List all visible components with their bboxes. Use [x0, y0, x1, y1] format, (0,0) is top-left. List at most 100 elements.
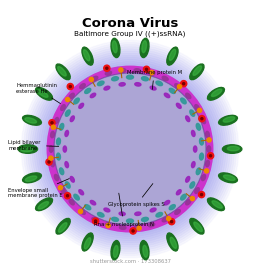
Circle shape — [130, 193, 132, 195]
Circle shape — [122, 192, 124, 194]
Circle shape — [174, 184, 176, 186]
Circle shape — [140, 98, 142, 100]
Circle shape — [174, 173, 176, 175]
Circle shape — [102, 121, 158, 177]
Circle shape — [159, 139, 161, 141]
Circle shape — [171, 221, 173, 223]
Circle shape — [110, 196, 112, 197]
Circle shape — [165, 103, 167, 105]
Circle shape — [104, 200, 106, 202]
Circle shape — [138, 171, 139, 173]
Circle shape — [93, 193, 95, 195]
Ellipse shape — [23, 115, 41, 125]
Circle shape — [110, 129, 150, 169]
Ellipse shape — [207, 198, 224, 211]
Circle shape — [179, 161, 180, 163]
Circle shape — [82, 127, 84, 129]
Circle shape — [79, 209, 83, 214]
Circle shape — [62, 81, 198, 217]
Circle shape — [109, 108, 111, 110]
Circle shape — [165, 161, 167, 163]
Circle shape — [177, 181, 179, 183]
Circle shape — [28, 47, 232, 251]
Circle shape — [168, 190, 170, 192]
Circle shape — [87, 106, 173, 192]
Ellipse shape — [80, 84, 85, 88]
Circle shape — [90, 109, 170, 189]
Circle shape — [167, 152, 169, 154]
Circle shape — [125, 124, 127, 125]
Circle shape — [84, 150, 86, 152]
Circle shape — [140, 198, 142, 200]
Ellipse shape — [25, 118, 36, 123]
Circle shape — [98, 171, 100, 172]
Circle shape — [116, 92, 118, 94]
Ellipse shape — [181, 98, 186, 104]
Circle shape — [172, 135, 174, 137]
Circle shape — [147, 122, 148, 124]
Circle shape — [131, 166, 133, 168]
Ellipse shape — [170, 237, 177, 248]
Circle shape — [134, 179, 137, 181]
Circle shape — [147, 144, 148, 146]
Circle shape — [170, 165, 172, 167]
Circle shape — [108, 136, 109, 137]
Circle shape — [96, 167, 98, 169]
Ellipse shape — [164, 200, 170, 205]
Circle shape — [115, 136, 117, 138]
Circle shape — [205, 169, 209, 173]
Circle shape — [87, 177, 88, 179]
Circle shape — [156, 192, 158, 193]
Circle shape — [173, 144, 175, 146]
Circle shape — [108, 202, 110, 204]
Circle shape — [152, 194, 154, 196]
Circle shape — [130, 117, 132, 119]
Ellipse shape — [191, 130, 195, 136]
Circle shape — [100, 198, 102, 200]
Circle shape — [79, 98, 181, 200]
Circle shape — [134, 104, 136, 106]
Circle shape — [148, 101, 150, 102]
Ellipse shape — [167, 47, 178, 65]
Circle shape — [119, 163, 121, 165]
Circle shape — [134, 192, 136, 194]
Circle shape — [165, 193, 167, 195]
Circle shape — [86, 159, 88, 161]
Ellipse shape — [65, 130, 69, 136]
Circle shape — [183, 127, 185, 129]
Ellipse shape — [148, 71, 155, 75]
Circle shape — [79, 177, 81, 179]
Circle shape — [81, 181, 83, 183]
Circle shape — [77, 123, 79, 125]
Ellipse shape — [223, 117, 235, 122]
Circle shape — [78, 144, 80, 146]
Circle shape — [129, 123, 131, 125]
Circle shape — [167, 148, 169, 150]
Circle shape — [129, 143, 131, 145]
Circle shape — [139, 118, 141, 120]
Circle shape — [161, 169, 163, 171]
Circle shape — [115, 160, 117, 162]
Circle shape — [79, 139, 80, 141]
Circle shape — [143, 106, 145, 108]
Circle shape — [126, 193, 128, 195]
Ellipse shape — [140, 38, 149, 58]
Circle shape — [36, 55, 224, 243]
Circle shape — [119, 133, 121, 135]
Circle shape — [84, 173, 86, 175]
Circle shape — [200, 193, 203, 196]
Circle shape — [121, 156, 123, 158]
Circle shape — [145, 140, 147, 141]
Circle shape — [143, 136, 145, 138]
Circle shape — [97, 116, 163, 182]
Circle shape — [138, 91, 140, 93]
Circle shape — [198, 108, 202, 113]
Ellipse shape — [206, 160, 209, 167]
Circle shape — [121, 171, 122, 173]
Ellipse shape — [56, 153, 61, 160]
Ellipse shape — [65, 110, 70, 116]
Circle shape — [181, 123, 183, 125]
Circle shape — [80, 161, 81, 163]
Ellipse shape — [169, 88, 175, 94]
Ellipse shape — [140, 241, 149, 260]
